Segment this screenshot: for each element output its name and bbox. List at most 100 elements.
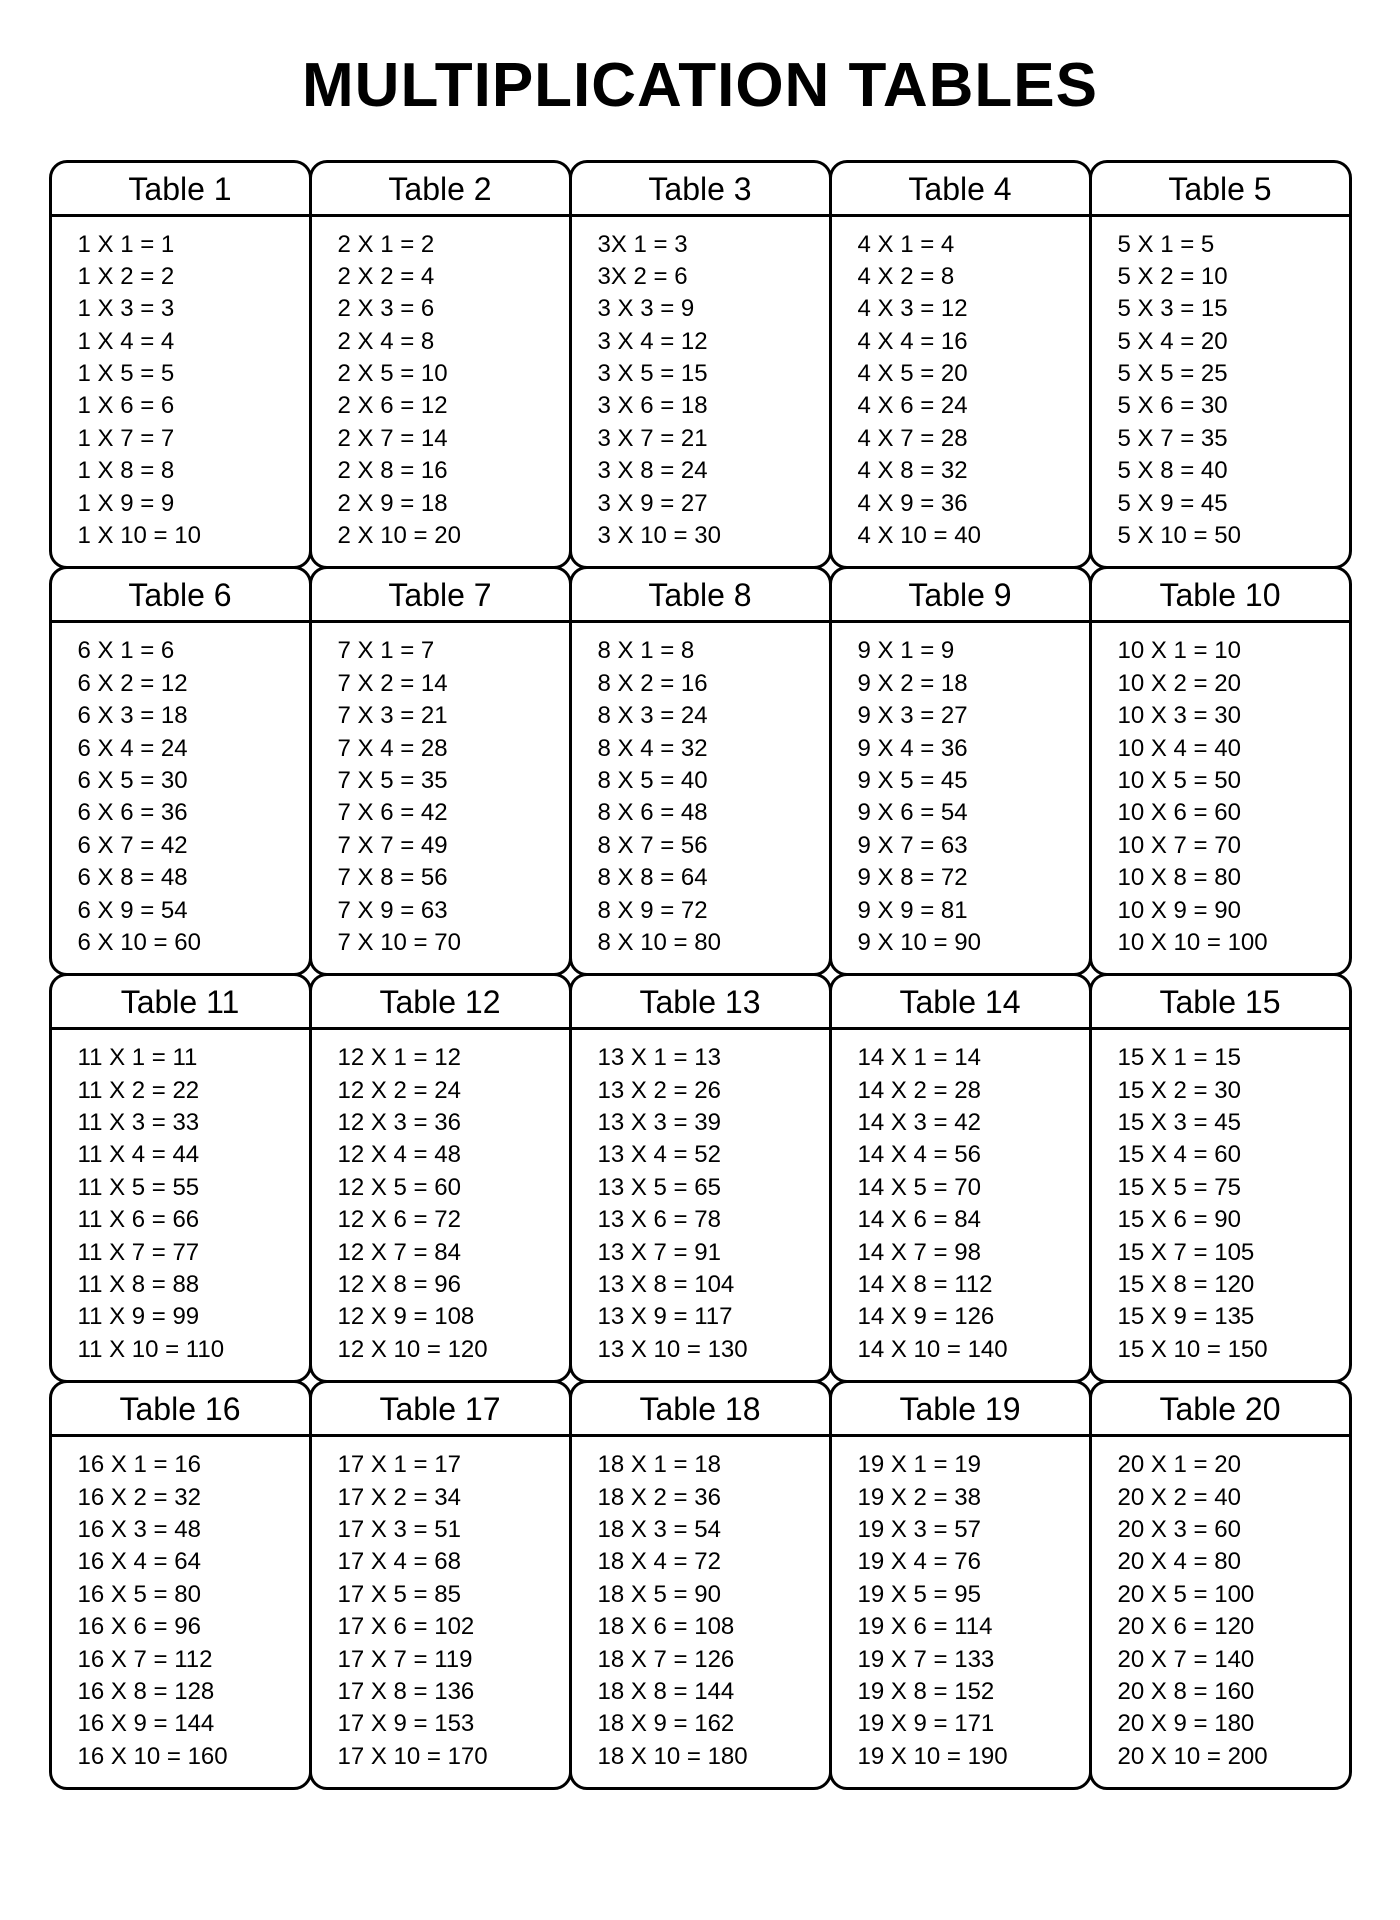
equation-row: 10 X 3 = 30	[1118, 700, 1349, 732]
table-body: 4 X 1 = 44 X 2 = 84 X 3 = 124 X 4 = 164 …	[832, 217, 1089, 567]
table-body: 9 X 1 = 99 X 2 = 189 X 3 = 279 X 4 = 369…	[832, 623, 1089, 973]
equation-row: 17 X 6 = 102	[338, 1611, 569, 1643]
equation-row: 16 X 8 = 128	[78, 1676, 309, 1708]
equation-row: 8 X 10 = 80	[598, 927, 829, 959]
equation-row: 19 X 3 = 57	[858, 1514, 1089, 1546]
equation-row: 1 X 1 = 1	[78, 229, 309, 261]
table-cell: Table 1919 X 1 = 1919 X 2 = 3819 X 3 = 5…	[829, 1380, 1092, 1790]
table-cell: Table 1111 X 1 = 1111 X 2 = 2211 X 3 = 3…	[49, 973, 312, 1383]
table-cell: Table 99 X 1 = 99 X 2 = 189 X 3 = 279 X …	[829, 566, 1092, 976]
equation-row: 6 X 9 = 54	[78, 895, 309, 927]
table-header: Table 15	[1092, 976, 1349, 1030]
table-body: 2 X 1 = 22 X 2 = 42 X 3 = 62 X 4 = 82 X …	[312, 217, 569, 567]
equation-row: 7 X 3 = 21	[338, 700, 569, 732]
equation-row: 2 X 2 = 4	[338, 261, 569, 293]
equation-row: 3 X 7 = 21	[598, 423, 829, 455]
table-cell: Table 33X 1 = 33X 2 = 63 X 3 = 93 X 4 = …	[569, 160, 832, 570]
equation-row: 1 X 4 = 4	[78, 326, 309, 358]
table-body: 8 X 1 = 88 X 2 = 168 X 3 = 248 X 4 = 328…	[572, 623, 829, 973]
table-body: 20 X 1 = 2020 X 2 = 4020 X 3 = 6020 X 4 …	[1092, 1437, 1349, 1787]
equation-row: 20 X 8 = 160	[1118, 1676, 1349, 1708]
equation-row: 9 X 10 = 90	[858, 927, 1089, 959]
equation-row: 3 X 5 = 15	[598, 358, 829, 390]
equation-row: 14 X 9 = 126	[858, 1301, 1089, 1333]
table-header: Table 17	[312, 1383, 569, 1437]
equation-row: 13 X 5 = 65	[598, 1172, 829, 1204]
equation-row: 10 X 2 = 20	[1118, 668, 1349, 700]
equation-row: 8 X 4 = 32	[598, 733, 829, 765]
equation-row: 4 X 10 = 40	[858, 520, 1089, 552]
equation-row: 15 X 5 = 75	[1118, 1172, 1349, 1204]
equation-row: 4 X 1 = 4	[858, 229, 1089, 261]
equation-row: 19 X 1 = 19	[858, 1449, 1089, 1481]
equation-row: 3X 2 = 6	[598, 261, 829, 293]
equation-row: 3 X 6 = 18	[598, 390, 829, 422]
equation-row: 1 X 10 = 10	[78, 520, 309, 552]
table-cell: Table 1616 X 1 = 1616 X 2 = 3216 X 3 = 4…	[49, 1380, 312, 1790]
table-cell: Table 1818 X 1 = 1818 X 2 = 3618 X 3 = 5…	[569, 1380, 832, 1790]
equation-row: 12 X 1 = 12	[338, 1042, 569, 1074]
equation-row: 20 X 3 = 60	[1118, 1514, 1349, 1546]
table-header: Table 14	[832, 976, 1089, 1030]
equation-row: 11 X 3 = 33	[78, 1107, 309, 1139]
equation-row: 13 X 9 = 117	[598, 1301, 829, 1333]
table-header: Table 13	[572, 976, 829, 1030]
equation-row: 17 X 7 = 119	[338, 1644, 569, 1676]
table-body: 13 X 1 = 1313 X 2 = 2613 X 3 = 3913 X 4 …	[572, 1030, 829, 1380]
equation-row: 2 X 9 = 18	[338, 488, 569, 520]
equation-row: 8 X 1 = 8	[598, 635, 829, 667]
equation-row: 7 X 5 = 35	[338, 765, 569, 797]
equation-row: 17 X 9 = 153	[338, 1708, 569, 1740]
equation-row: 8 X 2 = 16	[598, 668, 829, 700]
equation-row: 14 X 10 = 140	[858, 1334, 1089, 1366]
table-header: Table 2	[312, 163, 569, 217]
table-cell: Table 1414 X 1 = 1414 X 2 = 2814 X 3 = 4…	[829, 973, 1092, 1383]
equation-row: 18 X 1 = 18	[598, 1449, 829, 1481]
equation-row: 10 X 8 = 80	[1118, 862, 1349, 894]
equation-row: 4 X 7 = 28	[858, 423, 1089, 455]
equation-row: 2 X 1 = 2	[338, 229, 569, 261]
equation-row: 11 X 4 = 44	[78, 1139, 309, 1171]
equation-row: 15 X 4 = 60	[1118, 1139, 1349, 1171]
equation-row: 11 X 1 = 11	[78, 1042, 309, 1074]
table-header: Table 6	[52, 569, 309, 623]
equation-row: 13 X 3 = 39	[598, 1107, 829, 1139]
table-body: 10 X 1 = 1010 X 2 = 2010 X 3 = 3010 X 4 …	[1092, 623, 1349, 973]
equation-row: 12 X 8 = 96	[338, 1269, 569, 1301]
equation-row: 12 X 2 = 24	[338, 1075, 569, 1107]
equation-row: 19 X 5 = 95	[858, 1579, 1089, 1611]
equation-row: 13 X 4 = 52	[598, 1139, 829, 1171]
equation-row: 20 X 6 = 120	[1118, 1611, 1349, 1643]
equation-row: 16 X 2 = 32	[78, 1482, 309, 1514]
table-header: Table 8	[572, 569, 829, 623]
table-header: Table 1	[52, 163, 309, 217]
equation-row: 13 X 6 = 78	[598, 1204, 829, 1236]
table-header: Table 12	[312, 976, 569, 1030]
table-body: 16 X 1 = 1616 X 2 = 3216 X 3 = 4816 X 4 …	[52, 1437, 309, 1787]
equation-row: 1 X 2 = 2	[78, 261, 309, 293]
equation-row: 13 X 7 = 91	[598, 1237, 829, 1269]
equation-row: 11 X 10 = 110	[78, 1334, 309, 1366]
equation-row: 18 X 2 = 36	[598, 1482, 829, 1514]
equation-row: 20 X 9 = 180	[1118, 1708, 1349, 1740]
equation-row: 3 X 4 = 12	[598, 326, 829, 358]
equation-row: 16 X 1 = 16	[78, 1449, 309, 1481]
equation-row: 17 X 1 = 17	[338, 1449, 569, 1481]
equation-row: 3 X 3 = 9	[598, 293, 829, 325]
equation-row: 6 X 1 = 6	[78, 635, 309, 667]
equation-row: 6 X 4 = 24	[78, 733, 309, 765]
equation-row: 14 X 6 = 84	[858, 1204, 1089, 1236]
equation-row: 19 X 8 = 152	[858, 1676, 1089, 1708]
equation-row: 5 X 9 = 45	[1118, 488, 1349, 520]
equation-row: 14 X 4 = 56	[858, 1139, 1089, 1171]
equation-row: 12 X 10 = 120	[338, 1334, 569, 1366]
table-body: 5 X 1 = 55 X 2 = 105 X 3 = 155 X 4 = 205…	[1092, 217, 1349, 567]
equation-row: 8 X 6 = 48	[598, 797, 829, 829]
equation-row: 18 X 10 = 180	[598, 1741, 829, 1773]
equation-row: 7 X 6 = 42	[338, 797, 569, 829]
equation-row: 2 X 5 = 10	[338, 358, 569, 390]
equation-row: 14 X 8 = 112	[858, 1269, 1089, 1301]
equation-row: 4 X 6 = 24	[858, 390, 1089, 422]
equation-row: 19 X 7 = 133	[858, 1644, 1089, 1676]
equation-row: 13 X 8 = 104	[598, 1269, 829, 1301]
